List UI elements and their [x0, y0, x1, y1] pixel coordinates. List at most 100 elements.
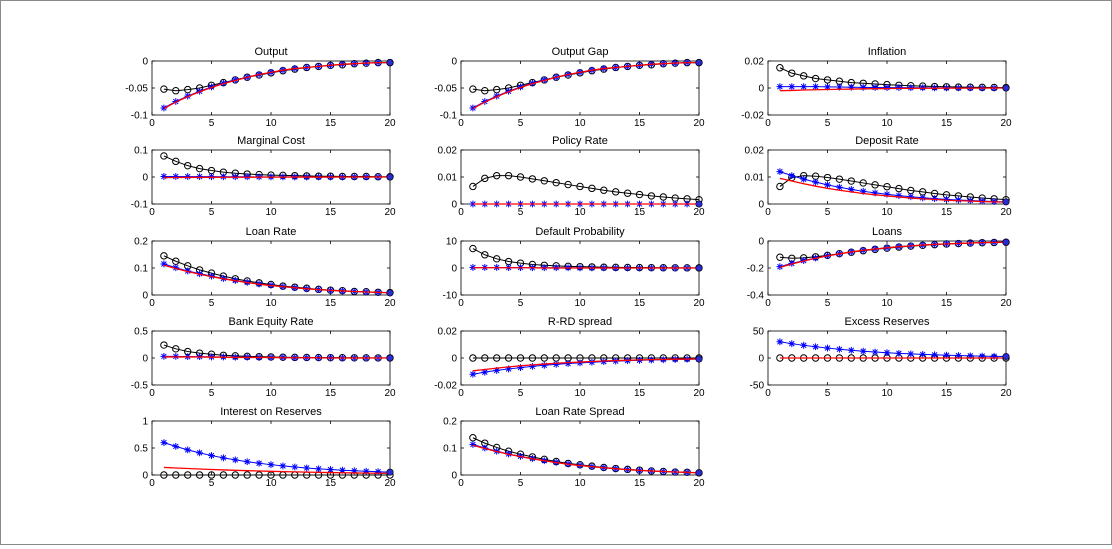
star-marker	[220, 454, 227, 461]
star-marker	[232, 456, 239, 463]
y-tick-label: -50	[750, 381, 765, 392]
x-tick-label: 15	[634, 388, 646, 399]
y-tick-label: 0.01	[438, 173, 458, 184]
axes-box	[461, 150, 699, 204]
star-marker	[824, 345, 831, 352]
y-tick-label: -0.02	[434, 381, 457, 392]
x-tick-label: 10	[881, 388, 893, 399]
star-marker	[541, 362, 548, 369]
x-tick-label: 20	[1000, 388, 1012, 399]
x-tick-label: 15	[634, 118, 646, 129]
y-tick-label: -0.02	[741, 111, 764, 122]
y-tick-label: 0.02	[745, 57, 765, 68]
x-tick-label: 10	[265, 298, 277, 309]
y-tick-label: 0	[142, 173, 148, 184]
subplot-title: Loan Rate Spread	[535, 406, 624, 418]
end-point-marker	[387, 290, 393, 296]
y-tick-label: 0.2	[443, 417, 457, 428]
subplot-title: Policy Rate	[552, 135, 608, 147]
x-tick-label: 15	[634, 478, 646, 489]
x-tick-label: 15	[325, 478, 337, 489]
star-marker	[470, 441, 477, 448]
star-marker	[553, 361, 560, 368]
star-marker	[872, 349, 879, 356]
x-tick-label: 10	[574, 388, 586, 399]
x-tick-label: 0	[765, 207, 771, 218]
x-tick-label: 20	[384, 298, 396, 309]
star-marker	[907, 350, 914, 357]
star-marker	[931, 351, 938, 358]
star-marker	[777, 338, 784, 345]
star-marker	[860, 348, 867, 355]
x-tick-label: 5	[825, 298, 831, 309]
end-point-marker	[387, 355, 393, 361]
star-marker	[777, 168, 784, 175]
end-point-marker	[1003, 199, 1009, 205]
star-marker	[848, 347, 855, 354]
x-tick-label: 0	[149, 478, 155, 489]
x-tick-label: 5	[209, 207, 215, 218]
star-marker	[196, 449, 203, 456]
star-marker	[800, 176, 807, 183]
star-marker	[244, 458, 251, 465]
star-marker	[161, 439, 168, 446]
series-line-line	[164, 177, 390, 178]
star-marker	[375, 468, 382, 475]
y-tick-label: 0	[758, 354, 764, 365]
star-marker	[812, 343, 819, 350]
subplot-title: Bank Equity Rate	[229, 316, 314, 328]
star-marker	[907, 193, 914, 200]
star-marker	[884, 84, 891, 91]
star-marker	[884, 349, 891, 356]
star-marker	[896, 84, 903, 91]
x-tick-label: 5	[518, 207, 524, 218]
y-tick-label: 0.1	[134, 146, 148, 157]
subplot-title: Default Probability	[535, 226, 625, 238]
x-tick-label: 15	[325, 118, 337, 129]
subplot-title: R-RD spread	[548, 316, 612, 328]
star-marker	[470, 371, 477, 378]
x-tick-label: 0	[149, 207, 155, 218]
y-tick-label: 0.5	[134, 444, 148, 455]
x-tick-label: 5	[825, 388, 831, 399]
star-marker	[812, 179, 819, 186]
star-marker	[872, 84, 879, 91]
x-tick-label: 15	[325, 207, 337, 218]
star-marker	[896, 350, 903, 357]
y-tick-label: -0.1	[131, 200, 149, 211]
star-marker	[268, 461, 275, 468]
x-tick-label: 20	[1000, 298, 1012, 309]
subplot-title: Loans	[872, 226, 902, 238]
x-tick-label: 5	[825, 118, 831, 129]
star-marker	[991, 353, 998, 360]
x-tick-label: 15	[941, 298, 953, 309]
end-point-marker	[1003, 85, 1009, 91]
subplot-title: Output	[254, 46, 287, 58]
subplot-title: Interest on Reserves	[220, 406, 322, 418]
y-tick-label: 10	[446, 237, 458, 248]
y-tick-label: -0.1	[440, 111, 458, 122]
star-marker	[280, 463, 287, 470]
x-tick-label: 15	[325, 298, 337, 309]
star-marker	[931, 195, 938, 202]
end-point-marker	[696, 356, 702, 362]
y-tick-label: 0	[451, 264, 457, 275]
end-point-marker	[1003, 353, 1009, 359]
x-tick-label: 10	[574, 298, 586, 309]
star-marker	[184, 446, 191, 453]
x-tick-label: 0	[149, 118, 155, 129]
x-tick-label: 0	[458, 388, 464, 399]
y-tick-label: -0.5	[131, 381, 149, 392]
star-marker	[836, 346, 843, 353]
end-point-marker	[387, 59, 393, 65]
